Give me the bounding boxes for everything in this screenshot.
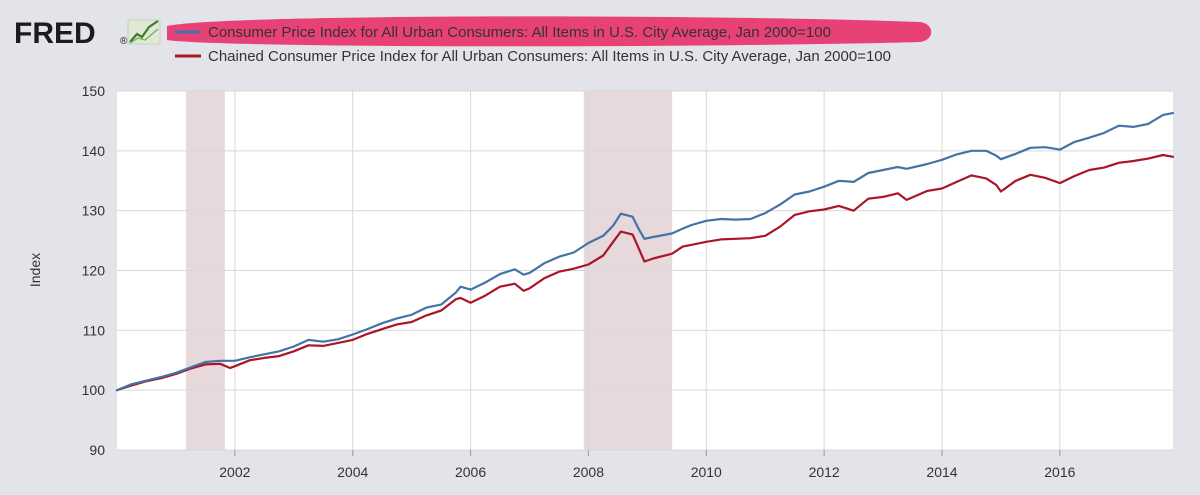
series-line-cpi	[115, 112, 1175, 392]
fred-logo-text: FRED	[14, 17, 96, 50]
y-axis-label: Index	[27, 253, 43, 287]
fred-registered-mark: ®	[120, 36, 128, 47]
x-tick-label: 2014	[926, 464, 957, 480]
x-tick-label: 2008	[573, 464, 604, 480]
legend-label-chained-cpi: Chained Consumer Price Index for All Urb…	[208, 48, 891, 65]
x-tick-label: 2002	[219, 464, 250, 480]
x-tick-label: 2006	[455, 464, 486, 480]
y-tick-label: 100	[82, 382, 106, 398]
legend-label-cpi: Consumer Price Index for All Urban Consu…	[208, 24, 831, 41]
x-tick-label: 2004	[337, 464, 368, 480]
legend-item-cpi[interactable]: Consumer Price Index for All Urban Consu…	[175, 24, 831, 41]
series-lines	[115, 112, 1175, 392]
trend-line-icon	[127, 19, 161, 45]
gridlines	[117, 90, 1173, 451]
y-tick-label: 110	[83, 322, 106, 338]
series-line-chained-cpi	[115, 153, 1175, 392]
legend: Consumer Price Index for All Urban Consu…	[167, 16, 932, 65]
y-tick-label: 130	[82, 203, 106, 219]
x-axis-ticks: 2002 2004 2006 2008 2010 2012 2014 2016	[219, 450, 1076, 480]
y-axis-ticks: 90 100 110 120 130 140 150	[82, 83, 106, 458]
legend-item-chained-cpi[interactable]: Chained Consumer Price Index for All Urb…	[175, 48, 891, 65]
fred-logo[interactable]: FRED ®	[14, 17, 161, 50]
x-tick-label: 2016	[1044, 464, 1075, 480]
y-tick-label: 150	[82, 83, 106, 99]
x-tick-label: 2012	[809, 464, 840, 480]
legend-highlight-marker	[167, 16, 932, 47]
y-tick-label: 90	[89, 442, 105, 458]
x-tick-label: 2010	[691, 464, 722, 480]
y-tick-label: 140	[82, 143, 106, 159]
y-tick-label: 120	[82, 263, 106, 279]
